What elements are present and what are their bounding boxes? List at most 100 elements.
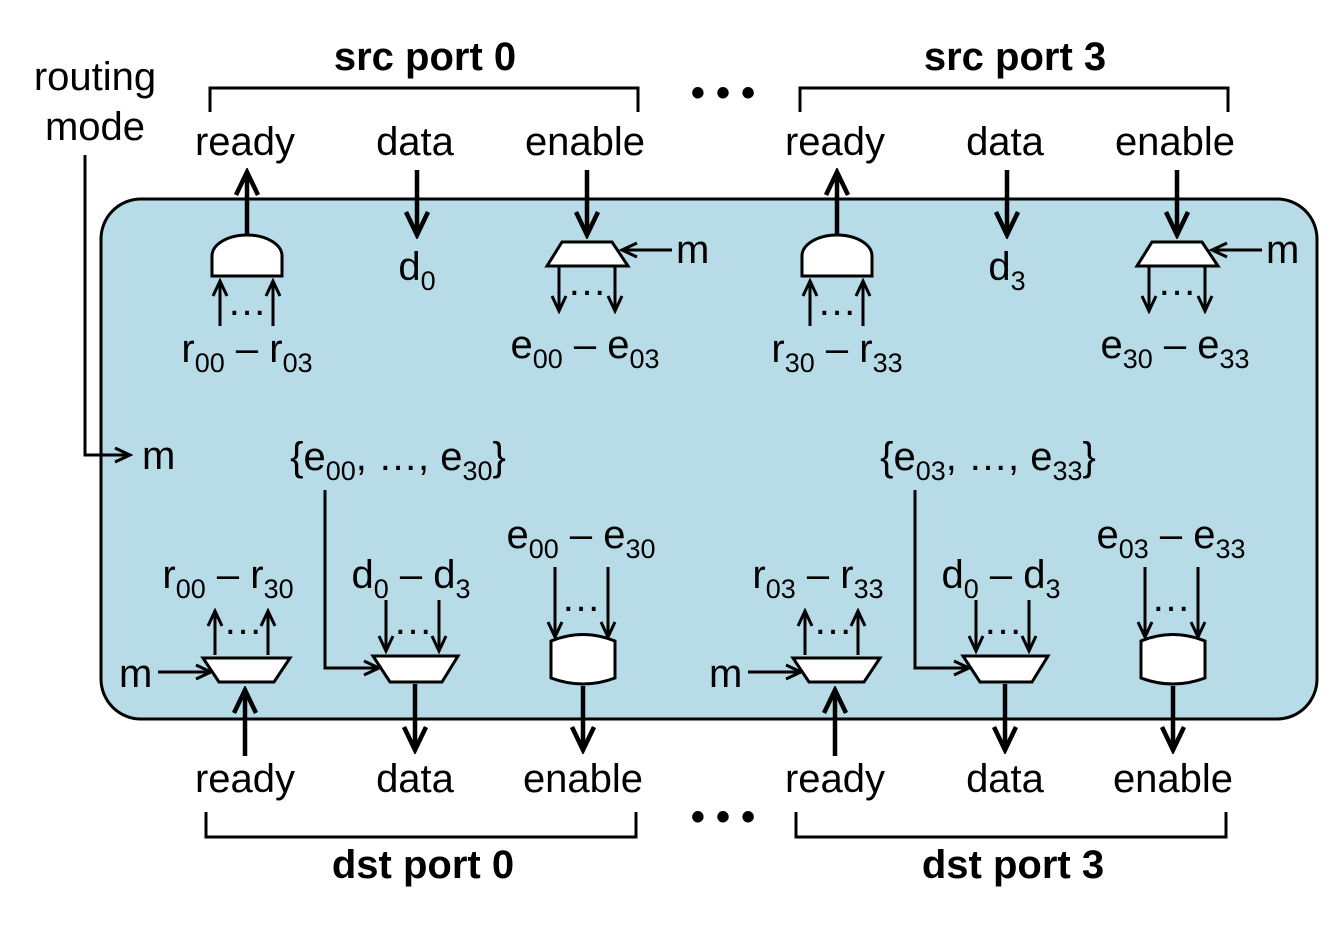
src-data-label: data bbox=[376, 120, 455, 164]
src-demux bbox=[544, 240, 631, 268]
src-and-dots: … bbox=[227, 280, 267, 324]
set-b-base: e bbox=[1030, 435, 1052, 479]
dst-set-wire bbox=[913, 490, 969, 668]
src-d-base: d bbox=[988, 245, 1010, 289]
dst-port-title: dst port 0 bbox=[332, 843, 514, 887]
src-r-range: r30 – r33 bbox=[771, 327, 902, 378]
dst-data-label: data bbox=[376, 757, 455, 801]
dst-e-set: {e00, …, e30} bbox=[290, 435, 506, 486]
crossbar-box bbox=[99, 197, 1319, 721]
range-a-base: r bbox=[752, 553, 765, 597]
dst-ready-label: ready bbox=[785, 757, 885, 801]
src-enable-label: enable bbox=[525, 120, 645, 164]
range-b-sub: 33 bbox=[1219, 344, 1249, 374]
dst-or-gate bbox=[549, 633, 617, 686]
dst-r-range: r00 – r30 bbox=[162, 553, 293, 604]
dst-data-dots: … bbox=[393, 599, 433, 643]
dst-data-dots: … bbox=[983, 599, 1023, 643]
dst-ready-mux bbox=[200, 656, 293, 684]
set-open: { bbox=[880, 435, 893, 479]
src-and-gate bbox=[210, 233, 284, 278]
range-b-sub: 03 bbox=[283, 348, 313, 378]
src-demux bbox=[1134, 240, 1221, 268]
range-dash: – bbox=[979, 553, 1023, 597]
routing-mode-label-line1: routing bbox=[34, 55, 156, 99]
set-mid: , …, bbox=[946, 435, 1030, 479]
src-e-range: e00 – e03 bbox=[510, 323, 659, 374]
range-a-sub: 03 bbox=[1119, 534, 1149, 564]
range-a-sub: 30 bbox=[1123, 344, 1153, 374]
range-b-base: e bbox=[603, 513, 625, 557]
dst-r-range: r03 – r33 bbox=[752, 553, 883, 604]
src-and-dots: … bbox=[817, 280, 857, 324]
dst-ellipsis: • • • bbox=[691, 795, 755, 839]
src-data-label: data bbox=[966, 120, 1045, 164]
range-a-base: e bbox=[510, 323, 532, 367]
set-open: { bbox=[290, 435, 303, 479]
src-d-label: d0 bbox=[398, 245, 435, 296]
range-b-sub: 33 bbox=[873, 348, 903, 378]
src-port-title: src port 0 bbox=[334, 35, 516, 79]
dst-ready-label: ready bbox=[195, 757, 295, 801]
range-b-base: d bbox=[1023, 553, 1045, 597]
set-b-base: e bbox=[440, 435, 462, 479]
set-mid: , …, bbox=[356, 435, 440, 479]
src-ready-label: ready bbox=[785, 120, 885, 164]
range-a-sub: 00 bbox=[529, 534, 559, 564]
range-b-sub: 33 bbox=[854, 574, 884, 604]
range-b-base: e bbox=[607, 323, 629, 367]
range-dash: – bbox=[1153, 323, 1197, 367]
dst-ready-m: m bbox=[709, 652, 742, 696]
dst-d-range: d0 – d3 bbox=[941, 553, 1060, 604]
range-a-sub: 00 bbox=[195, 348, 225, 378]
dst-port-3-group: {e03, …, e33}r03 – r33…md0 – d3…e03 – e3… bbox=[709, 435, 1246, 887]
src-demux-dots: … bbox=[567, 260, 607, 304]
range-dash: – bbox=[559, 513, 603, 557]
dst-e-set: {e03, …, e33} bbox=[880, 435, 1096, 486]
dst-d-range: d0 – d3 bbox=[351, 553, 470, 604]
src-d-sub: 0 bbox=[421, 266, 436, 296]
range-a-base: e bbox=[1096, 513, 1118, 557]
dst-data-mux bbox=[370, 654, 461, 684]
dst-e-range: e03 – e33 bbox=[1096, 513, 1245, 564]
range-dash: – bbox=[815, 327, 859, 371]
routing-mode-label-line2: mode bbox=[45, 105, 145, 149]
range-a-sub: 0 bbox=[964, 574, 979, 604]
range-a-sub: 0 bbox=[374, 574, 389, 604]
dst-or-dots: … bbox=[561, 576, 601, 620]
dst-ready-dots: … bbox=[223, 599, 263, 643]
dst-e-range: e00 – e30 bbox=[506, 513, 655, 564]
range-b-base: r bbox=[859, 327, 872, 371]
range-a-sub: 00 bbox=[533, 344, 563, 374]
range-a-sub: 03 bbox=[766, 574, 796, 604]
src-r-range: r00 – r03 bbox=[181, 327, 312, 378]
range-b-sub: 30 bbox=[625, 534, 655, 564]
dst-or-gate bbox=[1139, 633, 1207, 686]
dst-ready-dots: … bbox=[813, 599, 853, 643]
range-dash: – bbox=[1149, 513, 1193, 557]
range-b-sub: 3 bbox=[455, 574, 470, 604]
src-d-base: d bbox=[398, 245, 420, 289]
range-b-base: e bbox=[1197, 323, 1219, 367]
set-a-base: e bbox=[893, 435, 915, 479]
range-a-base: r bbox=[162, 553, 175, 597]
range-b-sub: 30 bbox=[264, 574, 294, 604]
set-b-sub: 30 bbox=[462, 456, 492, 486]
src-ready-label: ready bbox=[195, 120, 295, 164]
dst-ready-m: m bbox=[119, 652, 152, 696]
range-a-base: e bbox=[1100, 323, 1122, 367]
set-a-sub: 03 bbox=[916, 456, 946, 486]
dst-data-label: data bbox=[966, 757, 1045, 801]
src-d-label: d3 bbox=[988, 245, 1025, 296]
set-a-sub: 00 bbox=[326, 456, 356, 486]
range-a-sub: 00 bbox=[176, 574, 206, 604]
dst-port-bracket bbox=[204, 812, 638, 839]
src-demux-dots: … bbox=[1157, 260, 1197, 304]
src-demux-m: m bbox=[676, 228, 709, 272]
range-b-base: r bbox=[250, 553, 263, 597]
src-d-sub: 3 bbox=[1011, 266, 1026, 296]
